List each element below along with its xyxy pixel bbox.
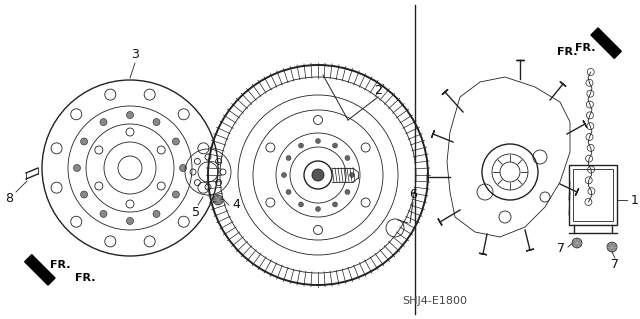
Polygon shape: [560, 81, 566, 86]
Polygon shape: [526, 249, 534, 251]
Circle shape: [333, 202, 337, 207]
Circle shape: [286, 155, 291, 160]
Circle shape: [298, 143, 303, 148]
Circle shape: [100, 119, 107, 126]
Circle shape: [127, 112, 134, 118]
Polygon shape: [479, 253, 487, 255]
Bar: [569, 165, 617, 225]
Bar: [573, 169, 613, 221]
Polygon shape: [25, 255, 55, 285]
Text: FR.: FR.: [51, 260, 71, 270]
Circle shape: [333, 143, 337, 148]
Circle shape: [607, 242, 617, 252]
Polygon shape: [438, 219, 442, 226]
Circle shape: [179, 165, 186, 172]
Polygon shape: [575, 189, 579, 196]
Polygon shape: [591, 28, 621, 58]
Circle shape: [100, 211, 107, 218]
Circle shape: [316, 206, 321, 211]
Circle shape: [74, 165, 81, 172]
Circle shape: [81, 191, 88, 198]
Circle shape: [316, 138, 321, 144]
Circle shape: [312, 169, 324, 181]
Text: FR.: FR.: [575, 43, 596, 53]
Circle shape: [213, 195, 223, 205]
Circle shape: [298, 202, 303, 207]
Text: 8: 8: [5, 191, 13, 204]
Text: 2: 2: [374, 84, 382, 97]
Text: 7: 7: [611, 258, 619, 271]
Circle shape: [345, 189, 350, 195]
Text: SHJ4-E1800: SHJ4-E1800: [403, 296, 467, 306]
Polygon shape: [431, 130, 435, 138]
Text: FR.: FR.: [557, 47, 578, 57]
Circle shape: [345, 155, 350, 160]
Polygon shape: [442, 89, 448, 95]
Text: 1: 1: [631, 194, 639, 206]
Circle shape: [572, 238, 582, 248]
Polygon shape: [583, 121, 587, 128]
Circle shape: [127, 218, 134, 225]
Circle shape: [153, 211, 160, 218]
Circle shape: [286, 189, 291, 195]
Circle shape: [282, 173, 287, 177]
Circle shape: [172, 191, 179, 198]
Circle shape: [172, 138, 179, 145]
Text: 6: 6: [409, 189, 417, 202]
Text: 4: 4: [232, 198, 240, 211]
Circle shape: [153, 119, 160, 126]
Circle shape: [349, 173, 355, 177]
Text: 7: 7: [557, 241, 565, 255]
Circle shape: [81, 138, 88, 145]
Text: 5: 5: [192, 205, 200, 219]
Text: FR.: FR.: [75, 273, 95, 283]
Text: 3: 3: [131, 48, 139, 62]
